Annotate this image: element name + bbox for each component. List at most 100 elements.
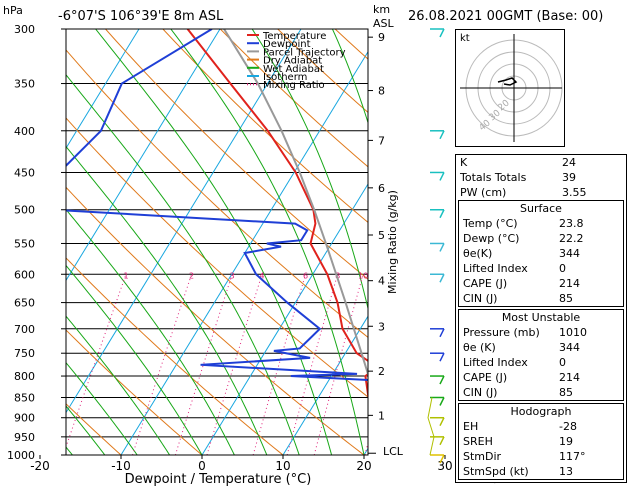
hodo-value: 19 <box>559 435 573 448</box>
series-parcel-trajectory <box>223 29 368 378</box>
isotherm-line <box>66 29 140 150</box>
wind-barb-flag <box>439 397 445 406</box>
x-tick-label: 30 <box>437 459 452 473</box>
surface-title: Surface <box>520 202 562 215</box>
x-tick-label: 10 <box>275 459 290 473</box>
unstable-key: Lifted Index <box>463 356 528 369</box>
km-tick-label: 3 <box>378 320 385 333</box>
wind-barb-flag <box>439 28 445 38</box>
dry-adiabat <box>66 117 368 398</box>
dry-adiabat <box>66 329 203 455</box>
mixing-ratio-line <box>252 274 307 455</box>
wet-adiabat <box>66 446 73 455</box>
wet-adiabat <box>66 74 300 455</box>
legend-label: Temperature <box>262 31 326 42</box>
profile-lines <box>66 29 368 399</box>
wind-barb-flag <box>439 243 445 252</box>
pressure-tick-label: 350 <box>14 78 35 91</box>
surface-key: Lifted Index <box>463 262 528 275</box>
unstable-key: θe (K) <box>463 341 496 354</box>
surface-value: 0 <box>559 262 566 275</box>
x-tick-label: -20 <box>30 459 50 473</box>
surface-value: 23.8 <box>559 217 584 230</box>
legend-label: Isotherm <box>263 72 307 83</box>
x-tick-label: -10 <box>111 459 131 473</box>
index-key: K <box>460 156 468 169</box>
unstable-value: 214 <box>559 371 580 384</box>
legend-label: Mixing Ratio <box>263 80 325 91</box>
mixing-ratio-line <box>66 274 127 449</box>
wind-barb-flag <box>439 436 445 446</box>
hodo-key: EH <box>463 420 479 433</box>
hodo-row: EH -28 <box>459 419 623 434</box>
isotherm-line <box>66 29 221 282</box>
pressure-tick-label: 750 <box>14 347 35 360</box>
pressure-tick-label: 800 <box>14 370 35 383</box>
x-tick-label: 0 <box>198 459 206 473</box>
pressure-tick-label: 850 <box>14 391 35 404</box>
hodo-trace <box>497 77 518 86</box>
mixing-ratio-label: 10 <box>358 271 368 280</box>
hodo-ring-label-20: 20 <box>497 98 512 113</box>
wet-adiabat <box>66 208 235 455</box>
datetime-title: 26.08.2021 00GMT (Base: 00) <box>408 9 603 24</box>
unstable-value: 0 <box>559 356 566 369</box>
hodograph-unit-label: kt <box>460 33 470 44</box>
km-tick-label: 2 <box>378 365 385 378</box>
surface-key: Dewp (°C) <box>463 232 520 245</box>
pressure-tick-label: 600 <box>14 268 35 281</box>
km-tick-label: 6 <box>378 182 385 195</box>
index-row: PW (cm) 3.55 <box>456 185 626 200</box>
dry-adiabat <box>105 29 368 280</box>
background-lines: 12346810152025 <box>66 29 446 455</box>
isotherm-line <box>201 183 368 455</box>
surface-value: 85 <box>559 292 573 305</box>
wind-barb-flag <box>439 417 445 427</box>
index-row: K 24 <box>456 155 626 170</box>
mixing-ratio-line <box>402 274 446 455</box>
most-unstable-box: Most Unstable Pressure (mb) 1010 θe (K) 344… <box>458 309 624 401</box>
pressure-tick-label: 650 <box>14 297 35 310</box>
dry-adiabat <box>162 29 368 224</box>
index-key: PW (cm) <box>460 186 507 199</box>
km-tick-label: 8 <box>378 85 385 98</box>
wind-barb-flag <box>439 130 445 140</box>
surface-key: θe(K) <box>463 247 493 260</box>
isotherm-line <box>282 315 368 455</box>
legend-label: Dewpoint <box>263 39 311 50</box>
asl-label: ASL <box>373 17 395 30</box>
stats-table: K 24 Totals Totals 39 PW (cm) 3.55 Surface Te… <box>455 154 627 483</box>
mixing-ratio-line <box>286 274 339 455</box>
hodo-value: 13 <box>559 465 573 478</box>
axes: 3003504004505005506006507007508008509009… <box>7 23 534 473</box>
mixing-ratio-label: 4 <box>259 271 264 280</box>
wind-barb-flag <box>439 352 445 362</box>
km-tick-label: 5 <box>378 229 385 242</box>
wet-adiabat <box>66 315 171 455</box>
pressure-tick-label: 500 <box>14 204 35 217</box>
dry-adiabat <box>66 403 122 455</box>
km-tick-label: 4 <box>378 275 385 288</box>
surface-value: 22.2 <box>559 232 584 245</box>
wind-barb-flag <box>439 375 445 385</box>
surface-row: CIN (J) 85 <box>459 291 623 306</box>
mixing-ratio-axis-label: Mixing Ratio (g/kg) <box>386 190 399 294</box>
km-tick-label: 9 <box>378 31 385 44</box>
hodo-value: 117° <box>559 450 586 463</box>
mixing-ratio-label: 3 <box>230 271 235 280</box>
wind-barb-flag <box>439 454 445 464</box>
surface-row: CAPE (J) 214 <box>459 276 623 291</box>
unstable-row: θe (K) 344 <box>459 340 623 355</box>
unstable-row: Lifted Index 0 <box>459 355 623 370</box>
wet-adiabat <box>170 29 365 455</box>
dry-adiabat <box>66 49 368 339</box>
x-axis-label: Dewpoint / Temperature (°C) <box>125 472 312 486</box>
series-temperature <box>186 29 368 399</box>
hodo-row: StmSpd (kt) 13 <box>459 464 623 479</box>
pressure-tick-label: 450 <box>14 166 35 179</box>
pressure-tick-label: 700 <box>14 323 35 336</box>
surface-row: Temp (°C) 23.8 <box>459 216 623 231</box>
legend-label: Parcel Trajectory <box>263 47 346 58</box>
